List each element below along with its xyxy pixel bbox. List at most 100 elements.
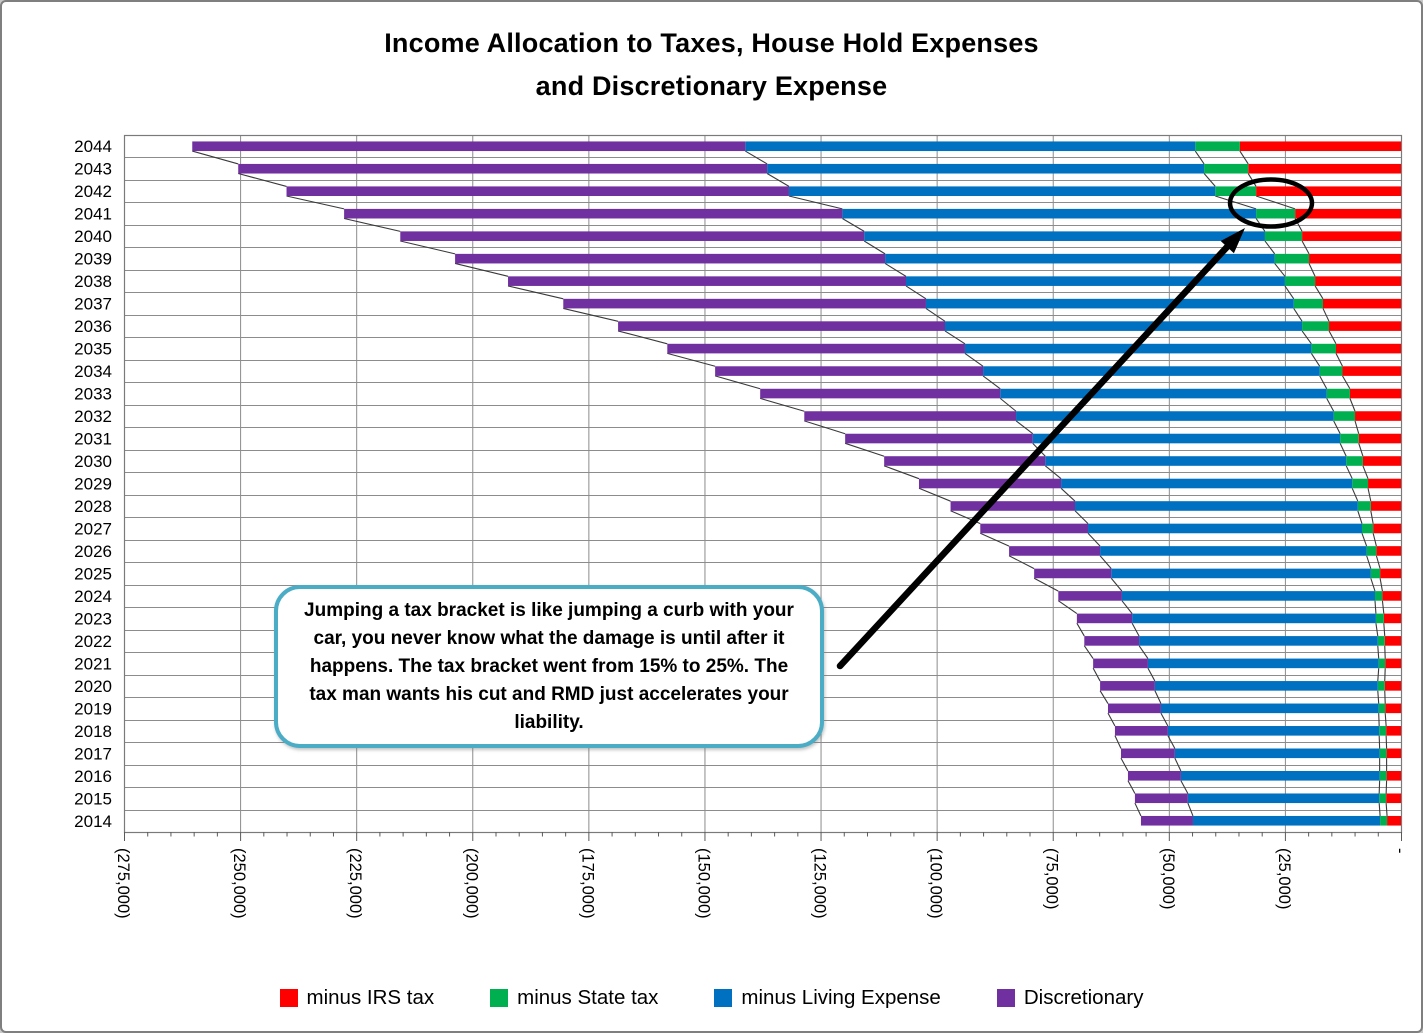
legend-swatch-living-expense-icon: [714, 989, 733, 1007]
bar-segment-2031: [1340, 433, 1359, 444]
bar-segment-2034: [1319, 366, 1343, 376]
bar-segment-2022: [1377, 636, 1385, 646]
bar-segment-2016: [1379, 770, 1387, 781]
bar-segment-2023: [1076, 613, 1133, 624]
legend-label-state-tax: minus State tax: [517, 986, 659, 1009]
bar-segment-2041: [1295, 208, 1401, 219]
bar-segment-2041: [1256, 208, 1296, 219]
bar-segment-2036: [1302, 321, 1330, 331]
svg-text:2025: 2025: [74, 564, 112, 583]
legend-label-discretionary: Discretionary: [1023, 986, 1144, 1009]
bar-segment-2031: [1358, 433, 1401, 444]
bar-segment-2024: [1058, 591, 1122, 601]
y-axis-labels: 2044 2043 2042 2041 2040 2039 2038 2037 2036 2035…: [74, 137, 112, 831]
bar-segment-2022: [1084, 636, 1140, 646]
bar-segment-2036: [944, 321, 1303, 331]
bar-segment-2017: [1120, 748, 1175, 759]
svg-text:2024: 2024: [74, 587, 112, 606]
bar-segment-2040: [864, 231, 1265, 241]
bar-segment-2031: [845, 433, 1033, 444]
legend-swatch-irs-tax-icon: [279, 989, 298, 1007]
bar-segment-2027: [1088, 523, 1362, 534]
bar-segment-2026: [1009, 546, 1101, 556]
bar-segment-2018: [1386, 726, 1401, 736]
bar-segment-2033: [1326, 388, 1350, 399]
bar-segment-2042: [286, 186, 789, 197]
bar-segment-2027: [980, 523, 1089, 534]
chart-legend: minus IRS tax minus State tax minus Livi…: [2, 986, 1421, 1010]
bar-segment-2035: [1335, 343, 1401, 354]
bar-segment-2020: [1384, 681, 1401, 691]
bar-segment-2016: [1127, 770, 1181, 781]
bar-segment-2015: [1386, 793, 1401, 804]
bar-segment-2034: [1342, 366, 1401, 376]
bar-segment-2033: [1000, 388, 1327, 399]
svg-text:2016: 2016: [74, 767, 112, 786]
bar-segment-2024: [1382, 591, 1401, 601]
bar-segment-2029: [1061, 478, 1353, 489]
bar-segment-2018: [1114, 726, 1168, 736]
svg-text:2033: 2033: [74, 385, 112, 404]
bar-segment-2039: [885, 253, 1275, 264]
bar-segment-2018: [1167, 726, 1380, 736]
legend-item-irs-tax: minus IRS tax: [279, 986, 434, 1010]
svg-text:2041: 2041: [74, 205, 112, 224]
bar-segment-2030: [1346, 456, 1363, 466]
bar-segment-2032: [1355, 411, 1401, 421]
bar-segment-2027: [1373, 523, 1401, 534]
svg-text:2044: 2044: [74, 137, 112, 156]
legend-swatch-discretionary-icon: [996, 989, 1015, 1007]
bar-segment-2032: [1333, 411, 1356, 421]
svg-text:2040: 2040: [74, 227, 112, 246]
svg-text:(250,000): (250,000): [230, 848, 248, 919]
bar-segment-2020: [1377, 681, 1385, 691]
svg-text:(75,000): (75,000): [1043, 848, 1061, 909]
legend-swatch-state-tax-icon: [490, 989, 509, 1007]
bar-segment-2031: [1032, 433, 1341, 444]
legend-item-discretionary: Discretionary: [996, 986, 1144, 1010]
bar-segment-2015: [1187, 793, 1380, 804]
bar-segment-2032: [1016, 411, 1334, 421]
svg-text:(275,000): (275,000): [114, 848, 132, 919]
svg-text:2023: 2023: [74, 609, 112, 628]
bar-segment-2023: [1375, 613, 1384, 624]
svg-text:2014: 2014: [74, 812, 112, 831]
plot-border: [123, 134, 1403, 834]
bar-segment-2038: [905, 276, 1285, 286]
bar-segment-2016: [1180, 770, 1380, 781]
x-axis-ticks: [124, 832, 1402, 841]
bar-segment-2028: [1075, 501, 1358, 511]
bar-segment-2043: [238, 163, 768, 174]
svg-text:2035: 2035: [74, 340, 112, 359]
svg-text:2036: 2036: [74, 317, 112, 336]
svg-text:2022: 2022: [74, 632, 112, 651]
bar-segment-2037: [925, 298, 1294, 309]
bar-segment-2021: [1385, 658, 1401, 669]
bar-segment-2044: [1239, 141, 1401, 152]
bar-segment-2043: [767, 163, 1205, 174]
bar-segment-2042: [1256, 186, 1401, 197]
bar-segment-2020: [1100, 681, 1155, 691]
bar-segment-2037: [1322, 298, 1401, 309]
bar-segment-2034: [715, 366, 984, 376]
series-lines: [192, 150, 1388, 817]
bar-segment-2041: [344, 208, 843, 219]
bar-segment-2032: [804, 411, 1017, 421]
bar-segment-2030: [1362, 456, 1401, 466]
bar-segment-2037: [563, 298, 926, 309]
bar-segment-2026: [1376, 546, 1401, 556]
bar-segment-2022: [1139, 636, 1378, 646]
svg-text:2038: 2038: [74, 272, 112, 291]
bar-segment-2014: [1387, 815, 1401, 826]
bar-segment-2015: [1379, 793, 1387, 804]
annotation-ellipse: [1227, 177, 1315, 229]
legend-item-state-tax: minus State tax: [490, 986, 658, 1010]
bar-segment-2044: [192, 141, 746, 152]
bar-segment-2016: [1386, 770, 1401, 781]
svg-text:2030: 2030: [74, 452, 112, 471]
bar-segment-2021: [1378, 658, 1386, 669]
bar-segment-2036: [1329, 321, 1401, 331]
bar-segment-2024: [1121, 591, 1375, 601]
svg-text:2028: 2028: [74, 497, 112, 516]
